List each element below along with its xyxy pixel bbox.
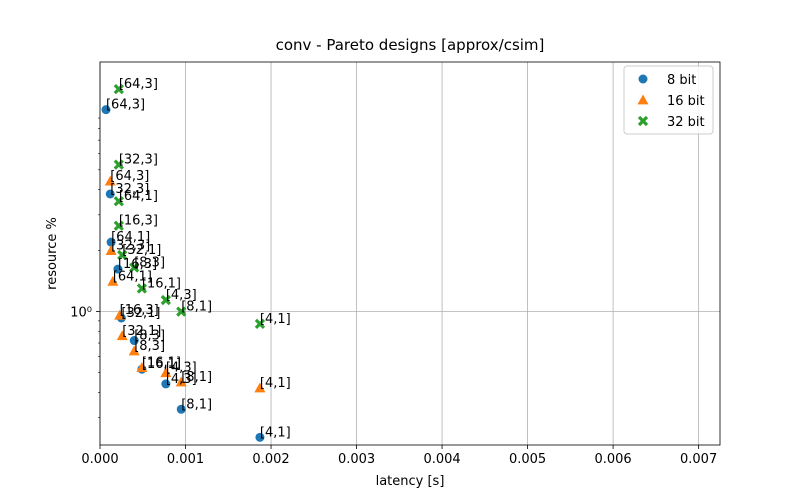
- point-16-bit: [136, 362, 148, 372]
- point-label: [32,3]: [110, 182, 149, 197]
- point-label: [4,3]: [166, 372, 197, 387]
- point-8-bit: [113, 264, 123, 274]
- point-label: [8,3]: [134, 255, 165, 270]
- point-8-bit: [161, 379, 171, 389]
- point-32-bit: [176, 306, 187, 317]
- x-tick-label: 0.001: [167, 452, 204, 467]
- x-tick-label: 0.007: [680, 452, 717, 467]
- point-label: [16,3]: [118, 257, 157, 272]
- point-label: [32,3]: [119, 153, 158, 168]
- point-8-bit: [101, 105, 111, 115]
- point-label: [64,3]: [110, 169, 149, 184]
- legend: 8 bit 16 bit 32 bit: [623, 65, 714, 135]
- point-label: [8,3]: [134, 329, 165, 344]
- point-label: [8,1]: [181, 397, 212, 412]
- point-label: [64,1]: [113, 269, 152, 284]
- point-32-bit: [117, 249, 128, 261]
- point-8-bit: [105, 189, 115, 199]
- point-16-bit: [175, 376, 187, 387]
- point-labels: [64,3][32,3][64,1][16,3][32,1][8,3][16,1…: [106, 77, 291, 440]
- point-8-bit: [106, 237, 116, 247]
- point-label: [64,1]: [111, 230, 150, 245]
- point-label: [16,3]: [120, 303, 159, 318]
- point-label: [64,3]: [106, 98, 145, 113]
- point-label: [4,1]: [260, 376, 291, 391]
- point-label: [8,3]: [134, 339, 165, 354]
- point-16-bit: [160, 367, 172, 378]
- point-16-bit: [104, 175, 116, 186]
- point-label: [8,1]: [181, 370, 212, 385]
- x-tick-label: 0.000: [81, 452, 118, 467]
- legend-marker-32-bit: [637, 115, 649, 127]
- point-16-bit: [254, 382, 266, 393]
- data-points: [101, 83, 266, 442]
- legend-label: 8 bit: [667, 73, 696, 88]
- legend-label: 32 bit: [667, 115, 705, 130]
- x-tick-label: 0.004: [423, 452, 460, 467]
- point-32-bit: [113, 196, 124, 207]
- point-8-bit: [176, 404, 186, 414]
- y-axis-label: resource %: [45, 217, 60, 290]
- point-32-bit: [129, 262, 140, 273]
- point-32-bit: [113, 83, 124, 95]
- grid-lines: [99, 62, 720, 445]
- axes: 0.000 0.001 0.002 0.003 0.004 0.005 0.006 0.007…: [70, 61, 721, 467]
- point-label: [16,1]: [142, 276, 181, 291]
- legend-marker-8-bit: [638, 74, 648, 84]
- point-label: [32,1]: [122, 324, 161, 339]
- point-16-bit: [105, 245, 117, 255]
- point-label: [16,3]: [119, 214, 158, 229]
- point-32-bit: [254, 318, 266, 330]
- point-8-bit: [255, 432, 265, 442]
- point-label: [16,1]: [142, 356, 181, 371]
- x-tick-label: 0.003: [338, 452, 375, 467]
- point-label: [8,1]: [181, 300, 212, 315]
- point-16-bit: [128, 345, 140, 356]
- point-32-bit: [113, 220, 124, 231]
- y-tick-label: 10⁰: [70, 306, 92, 321]
- chart-title: conv - Pareto designs [approx/csim]: [276, 36, 545, 54]
- x-tick-label: 0.006: [594, 452, 631, 467]
- point-16-bit: [116, 330, 128, 341]
- x-tick-label: 0.005: [509, 452, 546, 467]
- point-label: [4,1]: [260, 425, 291, 440]
- point-label: [4,1]: [260, 312, 291, 327]
- point-label: [32,1]: [122, 243, 161, 258]
- x-axis-label: latency [s]: [376, 474, 445, 489]
- x-tick-label: 0.002: [252, 452, 289, 467]
- point-label: [32,3]: [111, 239, 150, 254]
- point-label: [4,3]: [166, 361, 197, 376]
- point-label: [16,1]: [142, 357, 181, 372]
- point-32-bit: [136, 283, 148, 294]
- point-label: [64,3]: [119, 77, 158, 92]
- point-label: [32,1]: [121, 306, 160, 321]
- point-32-bit: [113, 159, 124, 170]
- point-32-bit: [160, 294, 171, 306]
- point-8-bit: [129, 336, 139, 346]
- point-label: [64,1]: [119, 189, 158, 204]
- point-label: [4,3]: [166, 288, 197, 303]
- legend-label: 16 bit: [667, 94, 705, 109]
- point-16-bit: [107, 275, 119, 286]
- legend-marker-16-bit: [637, 94, 649, 105]
- plot-frame: [99, 61, 721, 446]
- point-16-bit: [114, 309, 126, 320]
